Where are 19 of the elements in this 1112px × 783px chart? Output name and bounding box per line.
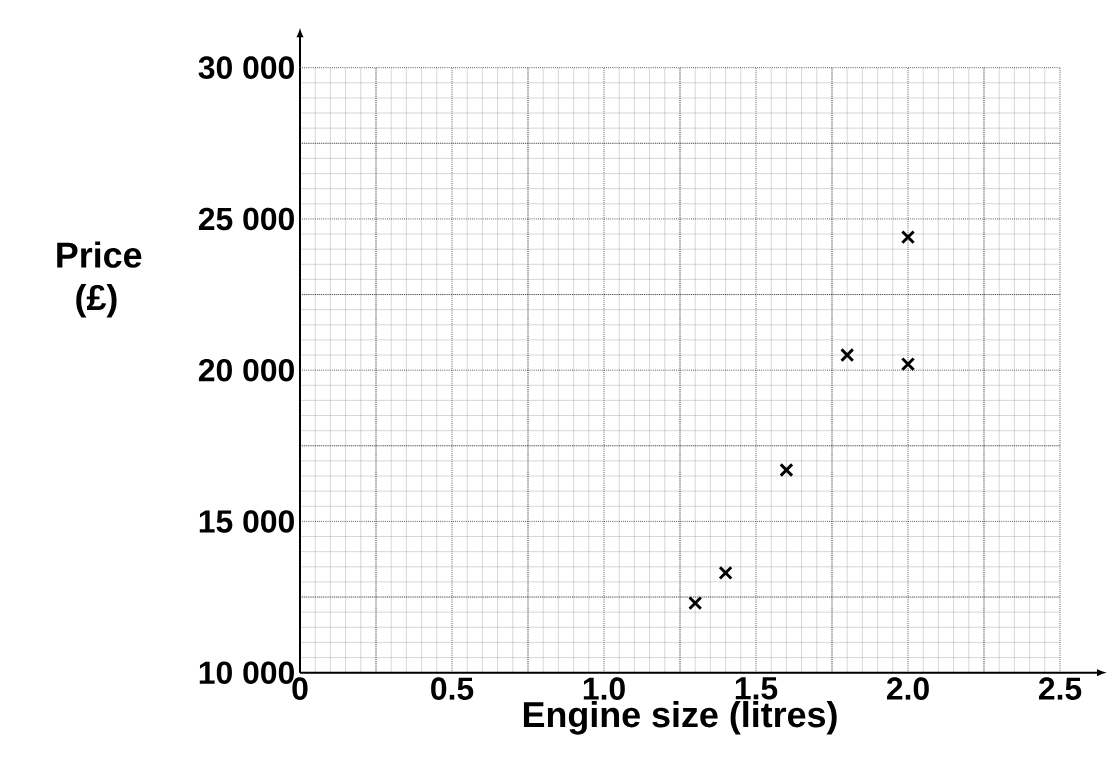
y-tick-label: 30 000: [198, 56, 294, 80]
y-tick-label: 25 000: [198, 207, 294, 231]
point: [900, 357, 916, 372]
x-tick-label: 2.5: [1038, 677, 1082, 701]
y-axis-title: Price (£): [57, 241, 142, 318]
x-tick-label: 0: [292, 677, 308, 701]
x-tick-label: 0.5: [431, 677, 474, 701]
x-tick-label: 2.0: [886, 677, 929, 701]
x-tick-label: 1.5: [735, 677, 778, 700]
point: [779, 463, 794, 478]
y-tick-label: 15 000: [199, 510, 294, 533]
point: [900, 230, 916, 245]
y-tick-label: 10 000: [199, 661, 294, 685]
y-tick-label: 20 000: [198, 359, 294, 382]
point: [688, 596, 703, 611]
x-tick-label: 1.0: [583, 677, 625, 701]
point: [718, 565, 733, 581]
x-axis-title: Engine size (litres): [523, 701, 837, 735]
point: [840, 348, 855, 363]
